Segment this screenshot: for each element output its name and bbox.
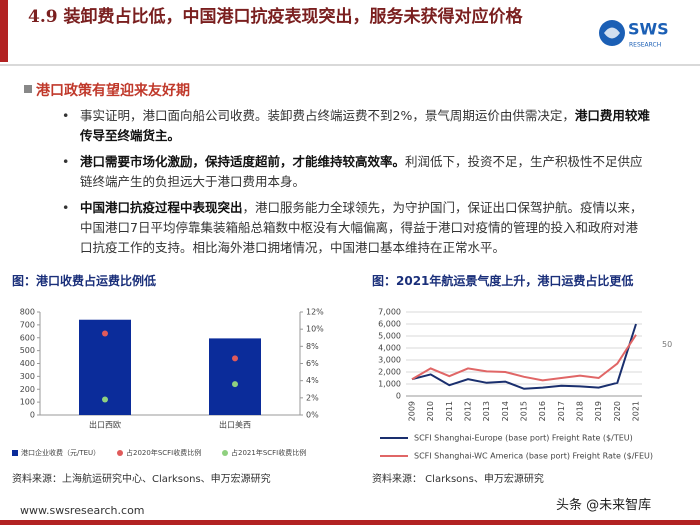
bullet-dot: • xyxy=(62,200,70,215)
y2-tick-label: 10% xyxy=(306,325,324,334)
x-tick-label: 2017 xyxy=(557,401,566,421)
y-tick-label: 0 xyxy=(30,411,35,420)
bullet-text: 港口需要市场化激励，保持适度超前，才能维持较高效率。 xyxy=(80,154,406,169)
y-tick-label: 400 xyxy=(20,359,35,368)
y-tick-label: 5,000 xyxy=(378,332,401,341)
legend-label: SCFI Shanghai-WC America (base port) Fre… xyxy=(414,452,653,461)
footer-bar xyxy=(0,520,700,525)
x-tick-label: 2016 xyxy=(538,401,547,421)
y-tick-label: 4,000 xyxy=(378,344,401,353)
slide-title: 4.9 装卸费占比低，中国港口抗疫表现突出，服务未获得对应价格 xyxy=(28,7,523,27)
x-tick-label: 2011 xyxy=(445,401,454,421)
logo-sub: RESEARCH xyxy=(629,42,661,49)
legend-swatch xyxy=(117,450,123,456)
y2-tick-label: 8% xyxy=(306,342,319,351)
line-series xyxy=(411,334,637,382)
y-tick-label: 800 xyxy=(20,308,35,317)
legend-swatch xyxy=(222,450,228,456)
point xyxy=(232,355,238,362)
logo: SWS RESEARCH xyxy=(599,20,669,49)
bullet-text: 利润低下，投资不足，生产积极性不足供应链终端产生的负担远大于港口费用本身。 xyxy=(80,154,643,189)
source-note: 资料来源： Clarksons、申万宏源研究 xyxy=(372,474,544,485)
y-tick-label: 2,000 xyxy=(378,368,401,377)
y-tick-label: 3,000 xyxy=(378,356,401,365)
legend-label: SCFI Shanghai-Europe (base port) Freight… xyxy=(414,434,633,443)
chart-title: 图：2021年航运景气度上升，港口运费占比更低 xyxy=(372,274,634,288)
line-series xyxy=(411,323,637,390)
bar xyxy=(209,338,261,415)
y2-tick-label: 12% xyxy=(306,308,324,317)
x-tick-label: 出口美西 xyxy=(219,420,251,430)
legend-label: 港口企业收费（元/TEU） xyxy=(21,448,100,457)
x-tick-label: 2015 xyxy=(520,401,529,421)
y2-tick-label: 6% xyxy=(306,359,319,368)
bullet: • 事实证明，港口面向船公司收费。装卸费占终端运费不到2%，景气周期运价由供需决定… xyxy=(62,106,650,146)
x-tick-label: 出口西欧 xyxy=(89,420,121,430)
bullet-dot: • xyxy=(62,154,70,169)
point xyxy=(232,381,238,388)
y-tick-label: 6,000 xyxy=(378,320,401,329)
x-tick-label: 2018 xyxy=(576,401,585,421)
x-tick-label: 2010 xyxy=(426,401,435,421)
x-tick-label: 2020 xyxy=(613,401,622,421)
page-number: 50 xyxy=(662,340,673,349)
x-tick-label: 2012 xyxy=(464,401,473,421)
bullet-text: 港口费用较难传导至终端货主。 xyxy=(80,108,650,143)
section-heading: 港口政策有望迎来友好期 xyxy=(36,83,190,99)
y-tick-label: 1,000 xyxy=(378,380,401,389)
point xyxy=(102,396,108,403)
bullet: • 中国港口抗疫过程中表现突出，港口服务能力全球领先，为守护国门，保证出口保驾护航… xyxy=(62,198,650,258)
logo-text: SWS xyxy=(628,20,669,39)
x-tick-label: 2014 xyxy=(501,401,510,421)
legend-swatch xyxy=(12,450,18,456)
chart-title: 图：港口收费占运费比例低 xyxy=(12,274,157,288)
x-tick-label: 2013 xyxy=(482,401,491,421)
section-marker xyxy=(24,85,32,93)
y-tick-label: 200 xyxy=(20,385,35,394)
y-tick-label: 500 xyxy=(20,346,35,355)
y-tick-label: 700 xyxy=(20,320,35,329)
y-tick-label: 7,000 xyxy=(378,308,401,317)
footer-url: www.swsresearch.com xyxy=(20,504,145,517)
bullet-text: 中国港口抗疫过程中表现突出 xyxy=(80,200,243,215)
y2-tick-label: 2% xyxy=(306,393,319,402)
bullet-text: 事实证明，港口面向船公司收费。装卸费占终端运费不到2%，景气周期运价由供需决定， xyxy=(80,108,575,123)
x-tick-label: 2009 xyxy=(408,401,417,421)
bullet: • 港口需要市场化激励，保持适度超前，才能维持较高效率。利润低下，投资不足，生产积… xyxy=(62,152,650,192)
y-tick-label: 600 xyxy=(20,333,35,342)
bullet-dot: • xyxy=(62,108,70,123)
chart: 0 1,000 2,000 3,000 4,000 5,000 6,000 7,000 2009… xyxy=(378,308,653,461)
header-rule xyxy=(0,64,700,66)
x-tick-label: 2021 xyxy=(632,401,641,421)
source-note: 资料来源：上海航运研究中心、Clarksons、申万宏源研究 xyxy=(12,474,271,485)
legend-label: 占2020年SCFI收费比例 xyxy=(126,448,201,457)
y-tick-label: 0 xyxy=(396,392,401,401)
x-tick-label: 2019 xyxy=(594,401,603,421)
legend-label: 占2021年SCFI收费比例 xyxy=(231,448,306,457)
y2-tick-label: 4% xyxy=(306,376,319,385)
chart: 0 100 200 300 400 500 600 700 800 0% 2% 4% 6% 8% 10% 12… xyxy=(12,308,324,457)
y2-tick-label: 0% xyxy=(306,411,319,420)
header-bar xyxy=(0,0,8,62)
bullet-text: ，港口服务能力全球领先，为守护国门，保证出口保驾护航。疫情以来，中国港口7日平均… xyxy=(80,200,643,255)
point xyxy=(102,330,108,337)
y-tick-label: 300 xyxy=(20,372,35,381)
watermark: 头条 @未来智库 xyxy=(556,498,652,513)
y-tick-label: 100 xyxy=(20,398,35,407)
